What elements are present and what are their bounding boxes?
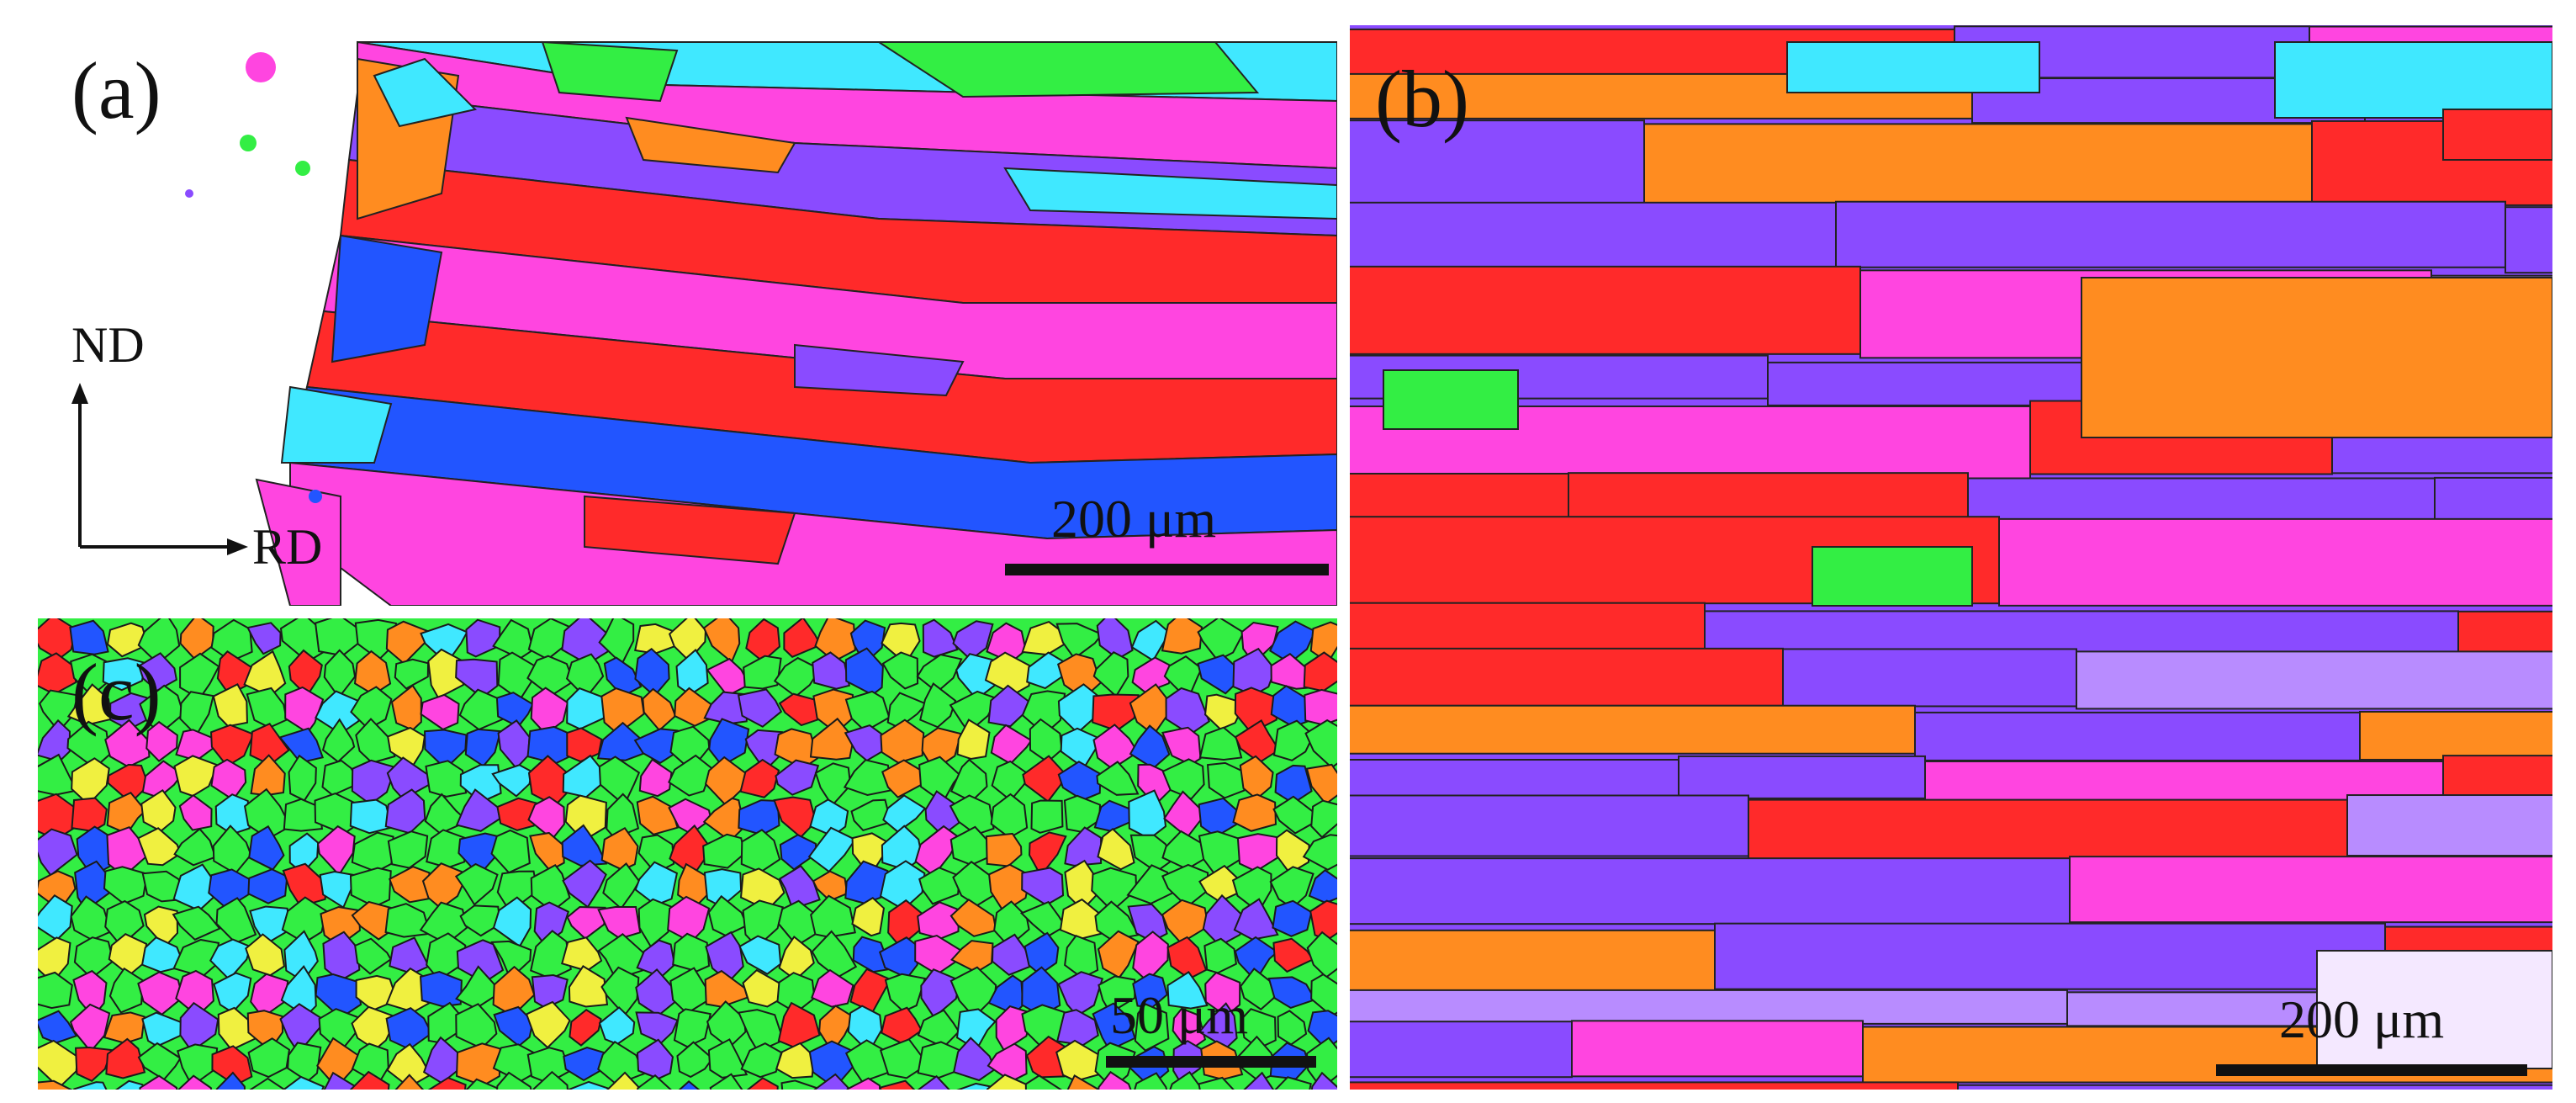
panel-c: (c) 50 μm [38, 618, 1337, 1090]
panel-c-scale-bar [1106, 1056, 1316, 1068]
nd-rd-axes: ND RD [38, 25, 374, 606]
panel-b-scale-label: 200 μm [2279, 989, 2445, 1049]
ebsd-map-b [1350, 25, 2552, 1090]
ebsd-map-c [38, 618, 1337, 1090]
panel-b-scale-bar [2216, 1064, 2527, 1076]
panel-c-label: (c) [71, 647, 161, 737]
nd-axis-label: ND [71, 317, 145, 373]
panel-a-scale-bar [1005, 564, 1329, 575]
panel-b: (b) 200 μm [1350, 25, 2552, 1090]
panel-c-scale-label: 50 μm [1110, 985, 1249, 1045]
panel-a-scale-label: 200 μm [1051, 489, 1217, 549]
panel-a: (a) ND RD 200 μm [38, 25, 1337, 606]
ebsd-map-a [38, 25, 1337, 606]
panel-b-label: (b) [1375, 54, 1469, 144]
rd-axis-label: RD [252, 519, 323, 575]
panel-a-label: (a) [71, 45, 161, 135]
axis-arrows-icon [71, 383, 248, 555]
